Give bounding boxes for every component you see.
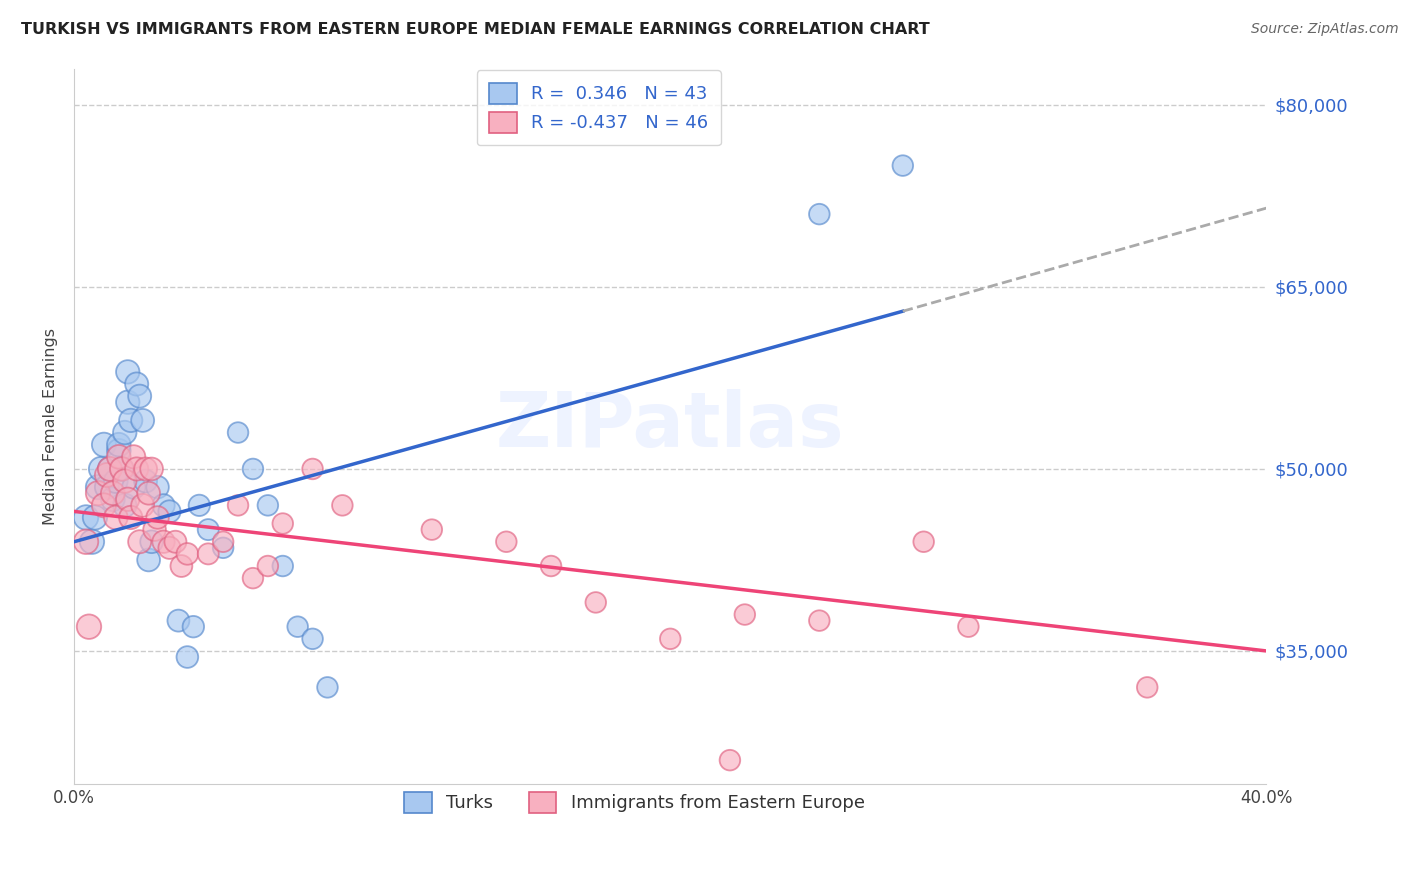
Point [183,620,205,634]
Point [122,480,145,494]
Point [257,559,280,574]
Point [226,499,249,513]
Point [131,499,153,513]
Point [242,571,264,585]
Point [75,534,97,549]
Point [122,450,145,464]
Point [125,462,148,476]
Point [316,681,339,695]
Point [80,534,103,549]
Point [226,425,249,440]
Point [135,462,157,476]
Point [114,425,136,440]
Point [176,547,198,561]
Point [332,499,354,513]
Point [98,462,121,476]
Point [111,462,134,476]
Point [495,534,517,549]
Point [93,499,115,513]
Point [114,499,136,513]
Point [117,492,139,507]
Point [138,553,160,567]
Point [141,462,163,476]
Point [188,499,211,513]
Point [287,620,309,634]
Point [104,474,127,488]
Point [912,534,935,549]
Point [114,474,136,488]
Point [143,523,166,537]
Text: Source: ZipAtlas.com: Source: ZipAtlas.com [1251,22,1399,37]
Point [301,632,323,646]
Point [170,559,193,574]
Point [131,413,153,427]
Point [159,541,181,555]
Point [87,480,110,494]
Point [271,559,294,574]
Point [77,620,100,634]
Point [146,480,169,494]
Point [120,510,142,524]
Point [152,499,174,513]
Point [212,541,235,555]
Point [197,523,219,537]
Point [197,547,219,561]
Y-axis label: Median Female Earnings: Median Female Earnings [44,328,58,525]
Point [108,438,131,452]
Point [212,534,235,549]
Point [141,534,163,549]
Point [271,516,294,531]
Legend: Turks, Immigrants from Eastern Europe: Turks, Immigrants from Eastern Europe [392,780,877,825]
Point [957,620,980,634]
Point [101,492,124,507]
Point [135,474,157,488]
Point [301,462,323,476]
Point [125,376,148,391]
Point [84,510,107,524]
Point [96,468,118,483]
Point [146,510,169,524]
Point [101,486,124,500]
Point [111,462,134,476]
Point [1136,681,1159,695]
Point [128,389,150,403]
Point [93,438,115,452]
Point [585,595,607,609]
Text: TURKISH VS IMMIGRANTS FROM EASTERN EUROPE MEDIAN FEMALE EARNINGS CORRELATION CHA: TURKISH VS IMMIGRANTS FROM EASTERN EUROP… [21,22,929,37]
Point [167,614,190,628]
Point [98,462,121,476]
Point [152,534,174,549]
Point [138,486,160,500]
Point [120,413,142,427]
Point [808,207,831,221]
Point [96,480,118,494]
Point [734,607,756,622]
Point [808,614,831,628]
Point [891,159,914,173]
Point [108,450,131,464]
Point [108,443,131,458]
Point [75,510,97,524]
Point [659,632,682,646]
Point [420,523,443,537]
Text: ZIPatlas: ZIPatlas [496,390,845,464]
Point [117,395,139,409]
Point [87,486,110,500]
Point [90,462,112,476]
Point [242,462,264,476]
Point [176,650,198,665]
Point [159,504,181,518]
Point [128,534,150,549]
Point [540,559,562,574]
Point [104,510,127,524]
Point [165,534,187,549]
Point [718,753,741,767]
Point [257,499,280,513]
Point [117,365,139,379]
